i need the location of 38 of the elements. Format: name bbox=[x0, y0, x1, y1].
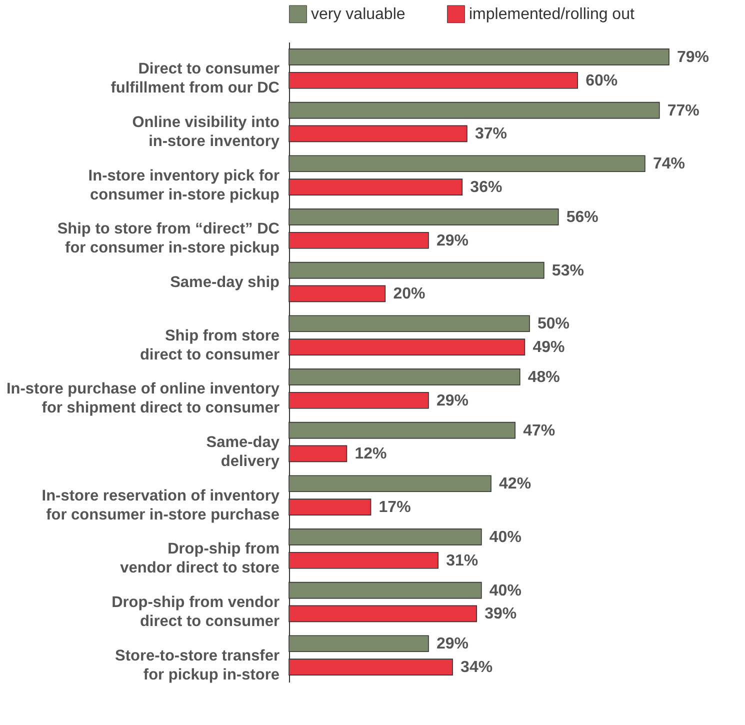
data-label: 79% bbox=[677, 48, 710, 66]
data-label: 42% bbox=[499, 476, 532, 493]
data-label: 48% bbox=[528, 368, 560, 386]
y-tick-label: Drop-ship from vendor direct to store bbox=[120, 540, 280, 577]
data-label: 36% bbox=[470, 179, 502, 196]
y-tick-label: Direct to consumer fulfillment from our DC bbox=[110, 60, 280, 97]
data-label: 77% bbox=[667, 102, 700, 120]
data-label: 20% bbox=[393, 286, 426, 303]
data-label: 37% bbox=[474, 126, 508, 143]
data-label: 50% bbox=[538, 316, 570, 333]
y-tick-label: Same-day ship bbox=[170, 274, 280, 291]
data-label: 74% bbox=[652, 156, 685, 173]
data-label: 40% bbox=[489, 582, 522, 600]
data-label: 29% bbox=[436, 636, 469, 653]
data-label: 31% bbox=[446, 552, 478, 570]
data-label: 60% bbox=[586, 72, 618, 90]
data-label: 40% bbox=[489, 528, 522, 546]
data-label: 53% bbox=[552, 262, 584, 280]
data-label: 34% bbox=[460, 659, 493, 676]
y-tick-label: Ship to store from “direct” DC for consumer in-store pickup bbox=[57, 220, 280, 257]
data-label: 12% bbox=[354, 446, 387, 463]
data-label: 56% bbox=[566, 208, 598, 226]
data-label: 47% bbox=[523, 422, 556, 440]
legend-label: implemented/rolling out bbox=[469, 6, 635, 24]
y-tick-label: In-store reservation of inventory for consumer in-store purchase bbox=[42, 487, 280, 524]
data-label: 17% bbox=[378, 499, 411, 516]
y-tick-label: Ship from store direct to consumer bbox=[140, 327, 280, 364]
y-tick-label: Online visibility into in-store inventory bbox=[132, 114, 280, 150]
data-label: 39% bbox=[484, 606, 517, 623]
y-tick-label: In-store purchase of online inventory for shipment direct to consumer bbox=[6, 380, 280, 417]
data-label: 29% bbox=[436, 232, 469, 250]
y-tick-label: In-store inventory pick for consumer in-store pickup bbox=[88, 167, 280, 204]
y-tick-label: Drop-ship from vendor direct to consumer bbox=[112, 594, 280, 630]
y-tick-label: Same-day delivery bbox=[206, 434, 280, 470]
y-tick-label: Store-to-store transfer for pickup in-store bbox=[115, 647, 280, 684]
data-label: 29% bbox=[436, 392, 469, 410]
data-label: 49% bbox=[532, 339, 565, 356]
legend-label: very valuable bbox=[311, 6, 406, 24]
